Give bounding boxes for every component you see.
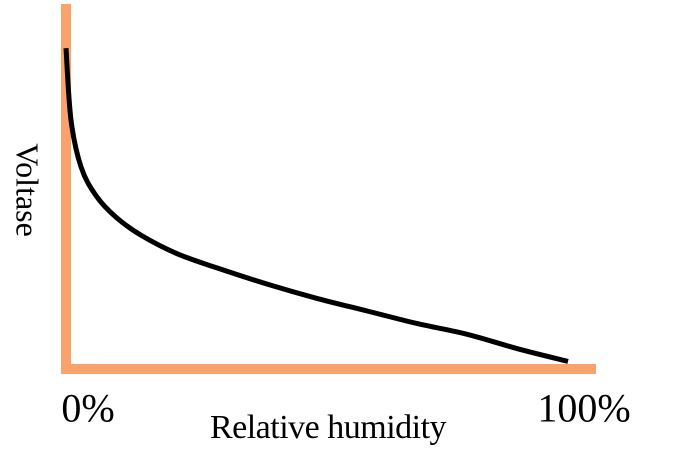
series-line-0 <box>63 48 569 364</box>
chart-series <box>63 48 569 364</box>
y-axis-label: Voltase <box>9 143 46 237</box>
chart-axes <box>61 4 596 374</box>
x-tick-label-100: 100% <box>537 385 631 431</box>
x-tick-label-0: 0% <box>61 385 115 431</box>
x-axis-label: Relative humidity <box>209 409 447 446</box>
